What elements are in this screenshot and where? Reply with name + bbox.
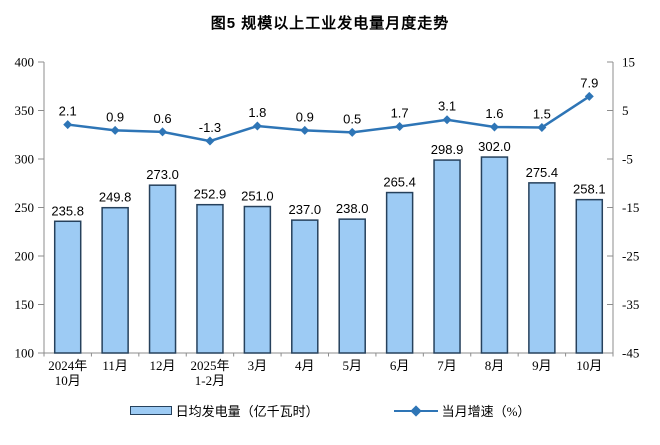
bar (196, 203, 224, 354)
right-axis-tick-label: -15 (622, 200, 639, 215)
right-axis-tick-label: 15 (622, 55, 635, 70)
line-value-label: 0.9 (106, 109, 124, 124)
left-axis-tick-label: 400 (15, 55, 35, 70)
legend-bar-label: 日均发电量（亿千瓦时） (175, 404, 319, 419)
bar (385, 191, 414, 354)
line-value-label: 7.9 (580, 75, 598, 90)
growth-line (67, 95, 590, 143)
bar-value-label: 258.1 (573, 182, 606, 197)
chart-legend: 日均发电量（亿千瓦时） 当月增速（%） (0, 401, 660, 420)
line-value-label: 0.9 (296, 109, 314, 124)
x-category-label: 3月 (248, 358, 268, 373)
bar-value-label: 273.0 (146, 167, 179, 182)
x-category-label: 12月 (150, 358, 176, 373)
line-marker-diamond (584, 91, 594, 101)
x-category-label: 2024年 10月 (48, 358, 87, 388)
bar (433, 159, 461, 354)
x-category-label: 9月 (532, 358, 552, 373)
line-marker-diamond (537, 122, 547, 132)
bar (480, 156, 509, 354)
bar-value-label: 275.4 (526, 165, 559, 180)
x-category-label: 10月 (576, 358, 602, 373)
line-value-label: 2.1 (59, 104, 77, 119)
x-category-label: 7月 (437, 358, 457, 373)
bar (243, 205, 272, 354)
right-axis-tick-label: 5 (622, 103, 629, 118)
line-marker-diamond (489, 122, 499, 132)
bar-value-label: 252.9 (194, 187, 227, 202)
legend-item-line: 当月增速（%） (393, 401, 531, 420)
line-value-label: 1.7 (391, 106, 409, 121)
line-value-label: 3.1 (438, 99, 456, 114)
bar-value-label: 298.9 (431, 142, 464, 157)
bar (528, 182, 556, 354)
line-marker-diamond (110, 125, 120, 135)
x-category-label: 2025年 1-2月 (190, 358, 229, 388)
bar-value-label: 235.8 (51, 203, 84, 218)
line-value-label: 0.6 (154, 111, 172, 126)
line-marker-diamond (442, 115, 452, 125)
diamond-marker-icon (409, 404, 422, 417)
bar-value-label: 265.4 (383, 175, 416, 190)
right-axis-tick-label: -45 (622, 346, 639, 361)
bar-value-label: 238.0 (336, 201, 369, 216)
line-value-label: 1.6 (485, 106, 503, 121)
line-marker-diamond (395, 122, 405, 132)
bar-value-label: 251.0 (241, 189, 274, 204)
chart-title: 图5 规模以上工业发电量月度走势 (210, 15, 450, 32)
chart-canvas: 400 350 300 250 200 150 100 15 5 -5 -15 -25 -35 -45 23… (15, 55, 640, 389)
bar-series-swatch-icon (129, 406, 172, 415)
right-axis-tick-label: -5 (622, 152, 633, 167)
line-marker-diamond (347, 127, 357, 137)
left-axis-tick-label: 300 (15, 152, 35, 167)
bar (101, 206, 129, 354)
bar (338, 218, 366, 354)
bar (53, 220, 82, 354)
bar-value-label: 249.8 (99, 190, 132, 205)
line-value-label: 0.5 (343, 111, 361, 126)
x-category-label: 11月 (102, 358, 128, 373)
line-marker-diamond (252, 121, 262, 131)
left-axis-tick-label: 150 (15, 297, 35, 312)
right-axis-tick-label: -35 (622, 297, 639, 312)
line-value-label: 1.5 (533, 106, 551, 121)
right-axis-tick-label: -25 (622, 249, 639, 264)
line-value-label: 1.8 (248, 105, 266, 120)
line-value-label: -1.3 (199, 120, 221, 135)
line-series-swatch-icon (393, 404, 438, 417)
legend-line-label: 当月增速（%） (441, 404, 531, 419)
bar-value-label: 237.0 (289, 202, 322, 217)
line-marker-diamond (205, 136, 215, 146)
x-category-label: 8月 (485, 358, 505, 373)
legend-item-bar: 日均发电量（亿千瓦时） (129, 401, 319, 420)
line-marker-diamond (63, 120, 73, 130)
bar-value-label: 302.0 (478, 139, 511, 154)
x-category-label: 6月 (390, 358, 410, 373)
left-axis-tick-label: 100 (15, 346, 35, 361)
bar (291, 219, 319, 354)
bar (148, 184, 177, 354)
x-category-label: 5月 (342, 358, 362, 373)
bar (575, 198, 604, 354)
line-marker-diamond (300, 125, 310, 135)
left-axis-tick-label: 250 (15, 200, 35, 215)
left-axis-tick-label: 200 (15, 249, 35, 264)
x-category-label: 4月 (295, 358, 315, 373)
left-axis-tick-label: 350 (15, 103, 35, 118)
line-marker-diamond (158, 127, 168, 137)
